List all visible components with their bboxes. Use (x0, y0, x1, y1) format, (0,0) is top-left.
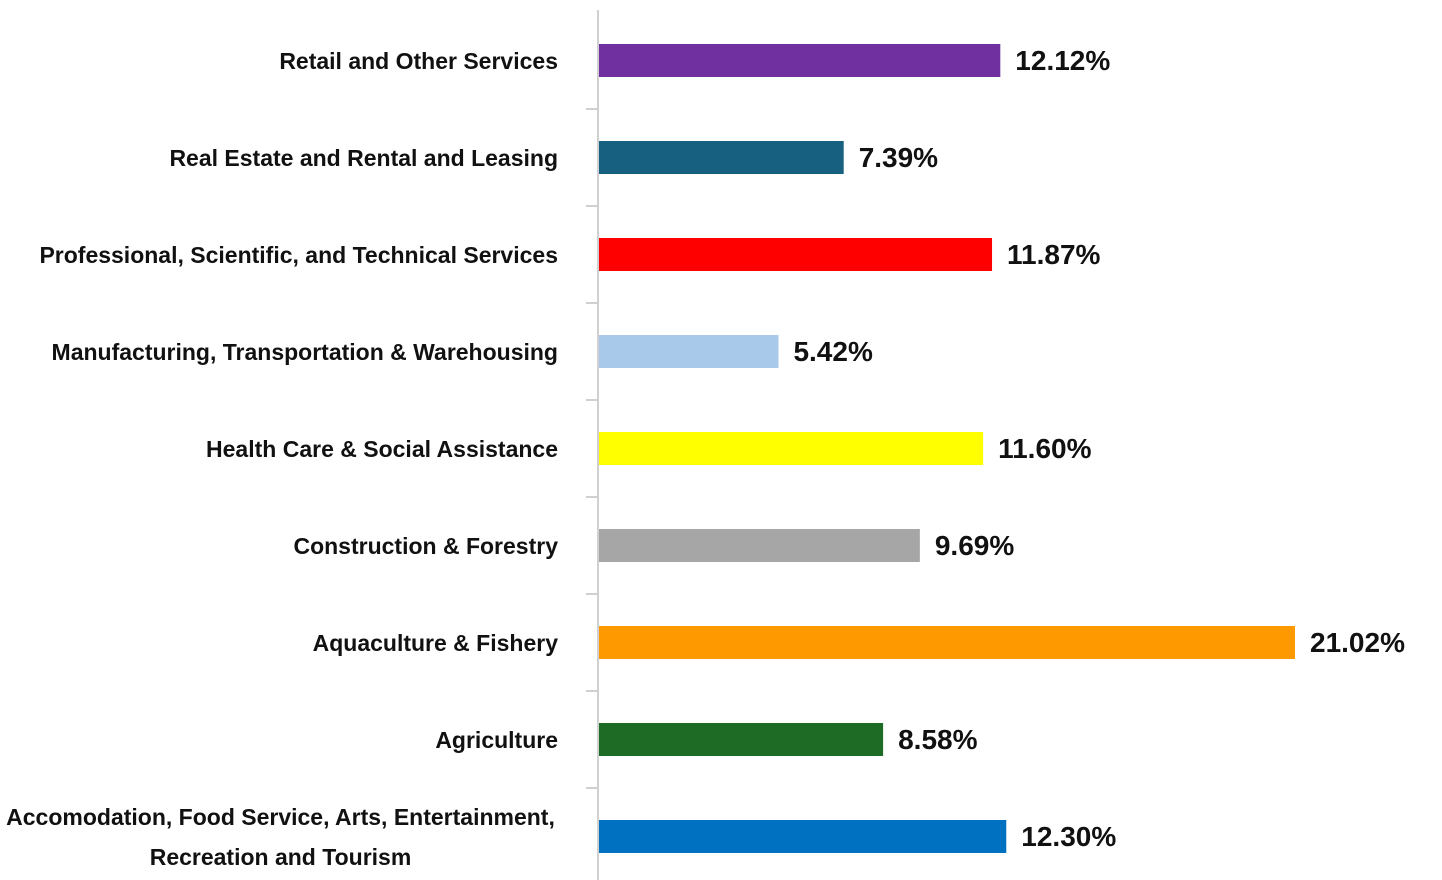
bar (599, 529, 920, 562)
category-label: Professional, Scientific, and Technical … (39, 241, 558, 268)
category-label: Aquaculture & Fishery (312, 629, 558, 656)
category-label-box: Construction & Forestry (0, 526, 558, 566)
data-label: 12.30% (1021, 821, 1116, 852)
category-label: Real Estate and Rental and Leasing (169, 144, 558, 171)
data-label: 11.87% (1007, 239, 1101, 270)
category-label: Accomodation, Food Service, Arts, Entert… (6, 803, 555, 870)
category-label-box: Professional, Scientific, and Technical … (0, 235, 558, 275)
data-label: 21.02% (1310, 627, 1405, 658)
category-label-box: Health Care & Social Assistance (0, 429, 558, 469)
bar (599, 432, 984, 465)
category-label-box: Retail and Other Services (0, 41, 558, 81)
bar (599, 44, 1001, 77)
category-label: Agriculture (435, 726, 558, 753)
data-label: 5.42% (793, 336, 872, 367)
category-label: Retail and Other Services (279, 47, 558, 74)
data-label: 11.60% (998, 433, 1092, 464)
data-label: 12.12% (1015, 45, 1110, 76)
category-label-box: Aquaculture & Fishery (0, 623, 558, 663)
bar (599, 626, 1295, 659)
category-label: Health Care & Social Assistance (206, 435, 558, 462)
category-label: Construction & Forestry (293, 532, 558, 559)
bar (599, 335, 779, 368)
bar (599, 238, 993, 271)
data-label: 9.69% (935, 530, 1014, 561)
category-label-box: Real Estate and Rental and Leasing (0, 138, 558, 178)
bar (599, 820, 1007, 853)
data-label: 8.58% (898, 724, 977, 755)
data-label: 7.39% (859, 142, 938, 173)
category-label: Manufacturing, Transportation & Warehous… (51, 338, 558, 365)
category-label-box: Agriculture (0, 720, 558, 760)
category-label-box: Accomodation, Food Service, Arts, Entert… (0, 797, 558, 877)
bar (599, 141, 844, 174)
bar (599, 723, 884, 756)
category-label-box: Manufacturing, Transportation & Warehous… (0, 332, 558, 372)
